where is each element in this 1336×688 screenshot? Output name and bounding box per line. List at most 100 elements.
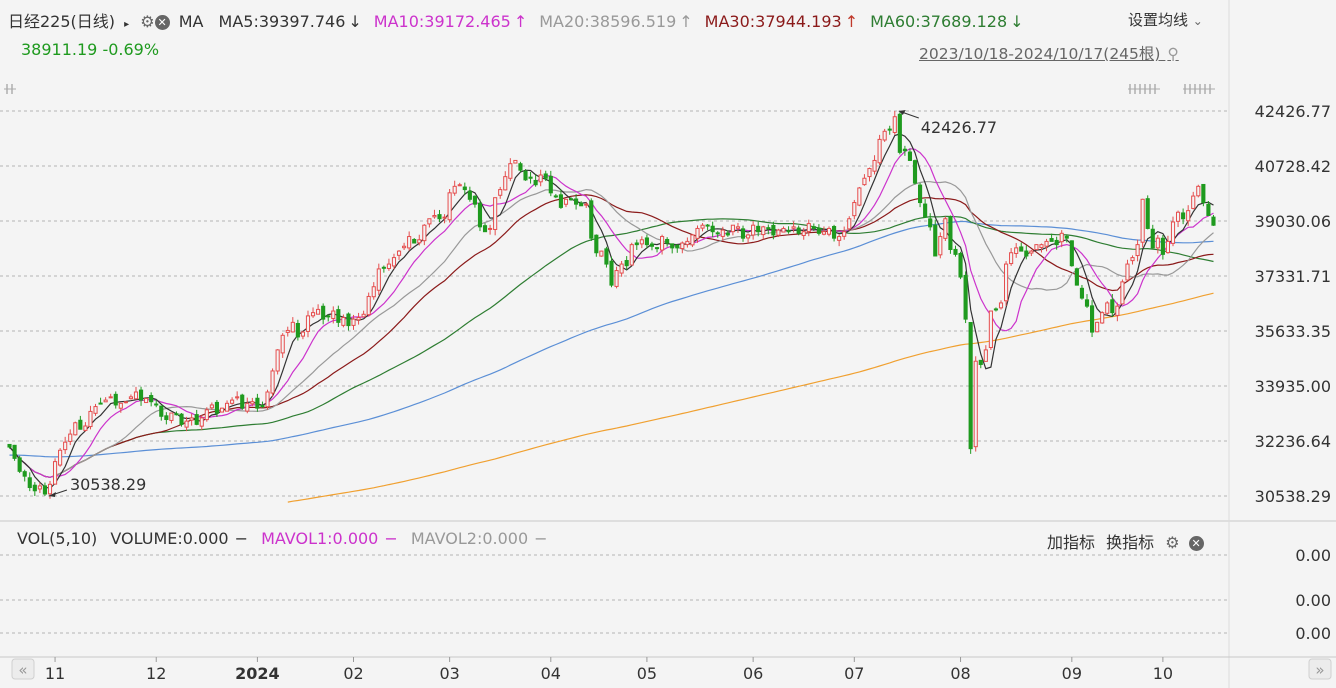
- candle: [604, 246, 609, 268]
- candle: [928, 213, 933, 231]
- gear-icon[interactable]: ⚙: [140, 12, 155, 31]
- candle: [1049, 233, 1054, 242]
- candle: [341, 314, 346, 328]
- ma30-line: [9, 194, 1214, 478]
- candle: [219, 407, 225, 413]
- add-indicator-button[interactable]: 加指标: [1047, 533, 1096, 552]
- candle: [1110, 293, 1115, 317]
- x-tick-label: 10: [1153, 664, 1173, 683]
- ma20-line: [9, 181, 1214, 478]
- candle: [17, 455, 22, 474]
- symbol-menu-icon[interactable]: ▸: [124, 19, 130, 30]
- price-readout: 38911.19 -0.69%: [21, 40, 159, 59]
- candle: [508, 158, 513, 182]
- candle: [624, 256, 629, 270]
- indicator-controls: 加指标 换指标 ⚙ ✕: [1047, 529, 1204, 553]
- zoom-in-icon[interactable]: [1126, 84, 1162, 95]
- close-icon[interactable]: ✕: [154, 15, 170, 30]
- candle: [639, 236, 644, 249]
- candle: [73, 421, 78, 436]
- candle: [852, 199, 857, 220]
- ma-settings-button[interactable]: 设置均线 ⌄: [1128, 9, 1203, 30]
- low-label: 30538.29: [70, 475, 146, 494]
- candle: [1175, 210, 1181, 228]
- svg-text:»: »: [1315, 661, 1324, 679]
- x-tick-label: 03: [439, 664, 459, 683]
- current-price: 38911.19: [21, 40, 98, 59]
- candle: [52, 458, 58, 485]
- candle: [988, 310, 993, 350]
- indicator-gear-icon[interactable]: ⚙: [1165, 533, 1180, 552]
- candle: [1069, 240, 1074, 267]
- candle: [533, 174, 538, 187]
- candle: [224, 400, 230, 412]
- pin-icon[interactable]: ⚲: [1167, 45, 1179, 63]
- candle: [58, 448, 63, 467]
- indicator-name: MA: [178, 12, 204, 31]
- candle: [83, 422, 88, 432]
- scroll-right-icon[interactable]: »: [1308, 658, 1332, 680]
- candle: [538, 169, 543, 187]
- ma-arrow-0: ↓: [348, 12, 362, 31]
- candle: [751, 221, 756, 240]
- candle: [22, 469, 27, 482]
- chart-header: 日经225(日线) ▸ ⚙ ✕ MA MA5:39397.746 ↓ MA10:391…: [8, 8, 1036, 32]
- candle: [361, 310, 366, 318]
- candle: [194, 409, 199, 426]
- candle: [730, 224, 735, 236]
- candle: [467, 186, 472, 202]
- chevron-down-icon: ⌄: [1192, 14, 1203, 28]
- candle: [316, 304, 321, 315]
- zoom-out-icon[interactable]: [1181, 84, 1217, 95]
- candle: [1165, 235, 1171, 254]
- candle: [548, 170, 553, 197]
- candle: [1181, 208, 1186, 225]
- date-range-display[interactable]: 2023/10/18-2024/10/17(245根) ⚲: [919, 42, 1179, 64]
- candle: [1211, 214, 1216, 226]
- candle: [720, 226, 725, 241]
- candle: [528, 171, 533, 184]
- candle: [154, 399, 159, 408]
- candle: [68, 429, 73, 446]
- candle: [933, 219, 938, 257]
- candle: [447, 189, 452, 223]
- candle: [12, 444, 17, 461]
- svg-text:«: «: [18, 661, 27, 679]
- candle: [558, 189, 563, 209]
- ma-arrow-3: ↑: [844, 12, 859, 31]
- candle: [498, 186, 503, 199]
- indicator-close-icon[interactable]: ✕: [1188, 536, 1204, 551]
- volume-y-tick-label: 0.00: [1295, 624, 1331, 643]
- candle: [786, 226, 791, 234]
- candle: [32, 482, 37, 497]
- candle: [1135, 239, 1140, 262]
- candle: [806, 219, 811, 237]
- candle: [968, 322, 973, 454]
- candle: [169, 412, 174, 424]
- switch-indicator-button[interactable]: 换指标: [1106, 533, 1155, 552]
- candle: [892, 111, 897, 135]
- candle: [1024, 245, 1029, 260]
- candle: [710, 221, 715, 238]
- mavol2-value: MAVOL2:0.000: [410, 529, 529, 548]
- expand-left-icon[interactable]: [4, 84, 16, 94]
- period-label[interactable]: (日线): [70, 12, 116, 31]
- candle: [493, 197, 498, 236]
- ma-arrow-1: ↑: [513, 12, 528, 31]
- candle: [133, 386, 139, 400]
- volume-y-tick-label: 0.00: [1295, 546, 1331, 565]
- ma-arrow-4: ↓: [1010, 12, 1024, 31]
- candle: [300, 330, 305, 340]
- candle: [796, 225, 801, 236]
- candle: [356, 312, 361, 325]
- high-label: 42426.77: [921, 118, 997, 137]
- scroll-left-icon[interactable]: «: [11, 658, 35, 680]
- candle: [275, 349, 280, 375]
- symbol-name[interactable]: 日经225: [8, 12, 71, 31]
- candle: [670, 243, 675, 254]
- candle: [391, 253, 397, 270]
- candle: [280, 333, 285, 358]
- candle: [386, 258, 391, 271]
- ma-settings-label: 设置均线: [1128, 11, 1189, 29]
